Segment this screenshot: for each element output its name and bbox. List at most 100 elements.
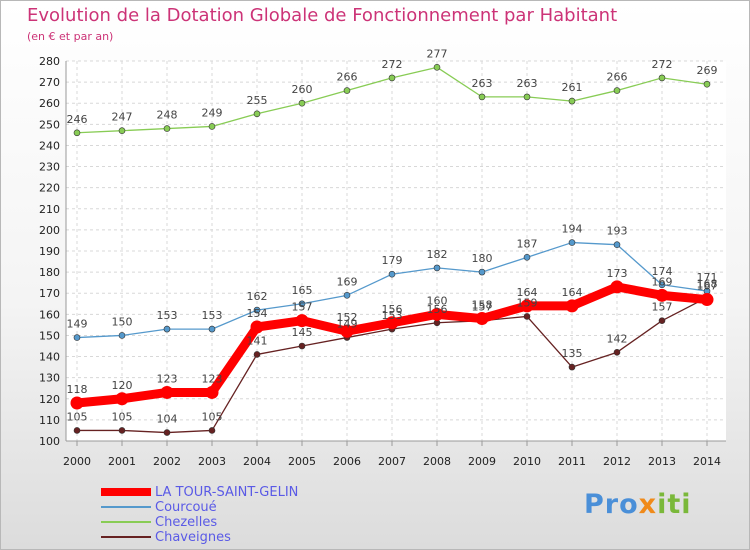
x-tick-label: 2006 [333,455,361,468]
data-point [568,97,576,105]
data-point [298,342,306,350]
data-point [655,288,669,302]
data-point [388,74,396,82]
data-point [205,385,219,399]
data-label: 255 [247,94,268,107]
data-point [703,80,711,88]
y-tick-label: 200 [39,224,60,237]
data-label: 165 [292,284,313,297]
data-point [298,300,306,308]
y-tick-label: 210 [39,203,60,216]
data-point [610,280,624,294]
data-label: 149 [337,318,358,331]
data-point [163,125,171,132]
x-tick-label: 2011 [558,455,586,468]
data-label: 193 [607,225,628,238]
data-label: 120 [112,379,133,392]
data-point [565,299,579,313]
data-point [70,396,84,410]
data-label: 248 [157,109,178,122]
data-point [613,87,621,94]
data-label: 118 [67,383,88,396]
data-label: 160 [427,294,448,307]
data-point [478,93,486,101]
data-label: 158 [472,299,493,312]
data-label: 157 [292,301,313,314]
data-label: 169 [337,275,358,288]
data-label: 187 [517,237,538,250]
data-point [208,325,216,333]
data-label: 266 [607,71,628,84]
data-label: 260 [292,83,313,96]
y-tick-label: 280 [39,55,60,68]
data-point [343,292,351,299]
data-point [343,87,351,94]
data-point [430,307,444,321]
y-tick-label: 130 [39,372,60,385]
data-label: 277 [427,47,448,60]
data-label: 141 [247,334,268,347]
data-label: 180 [472,252,493,265]
data-point [163,429,171,436]
data-label: 104 [157,413,178,426]
data-label: 249 [202,106,223,119]
data-point [568,363,576,371]
x-tick-label: 2014 [693,455,721,468]
chart-title: Evolution de la Dotation Globale de Fonc… [27,5,618,26]
data-label: 182 [427,248,448,261]
data-label: 154 [247,307,268,320]
y-tick-label: 270 [39,76,60,89]
data-label: 123 [202,372,223,385]
x-tick-label: 2000 [63,455,91,468]
data-label: 156 [382,303,403,316]
data-label: 149 [67,318,88,331]
data-point [250,320,264,334]
data-point [298,99,306,107]
legend-label: Chezelles [155,515,218,530]
data-point [388,270,396,278]
data-point [658,281,666,289]
y-tick-label: 150 [39,329,60,342]
data-label: 194 [562,223,583,236]
data-label: 269 [697,64,718,77]
legend-label: LA TOUR-SAINT-GELIN [155,485,299,500]
data-label: 164 [517,286,538,299]
data-label: 153 [157,309,178,322]
data-label: 150 [112,315,133,328]
data-point [73,334,81,341]
data-label: 173 [607,267,628,280]
data-point [478,268,486,276]
x-tick-label: 2008 [423,455,451,468]
y-tick-label: 220 [39,182,60,195]
data-label: 145 [292,326,313,339]
y-tick-label: 240 [39,139,60,152]
legend-swatch [101,488,151,496]
data-label: 247 [112,111,133,124]
y-tick-label: 190 [39,245,60,258]
data-point [118,127,126,134]
y-tick-label: 140 [39,351,60,364]
data-point [568,239,576,246]
data-label: 168 [697,277,718,290]
data-label: 135 [562,347,583,360]
data-label: 162 [247,290,268,303]
data-point [520,299,534,313]
x-tick-label: 2003 [198,455,226,468]
x-tick-label: 2009 [468,455,496,468]
legend-label: Courcoué [155,500,217,515]
data-point [118,427,126,434]
data-label: 157 [472,301,493,314]
data-label: 263 [517,77,538,90]
y-tick-label: 120 [39,393,60,406]
y-tick-label: 170 [39,287,60,300]
data-label: 153 [202,309,223,322]
y-tick-label: 180 [39,266,60,279]
data-point [295,314,309,328]
x-tick-label: 2010 [513,455,541,468]
data-point [253,306,261,314]
data-point [433,264,441,272]
data-point [163,325,171,333]
legend-swatch [101,506,151,508]
